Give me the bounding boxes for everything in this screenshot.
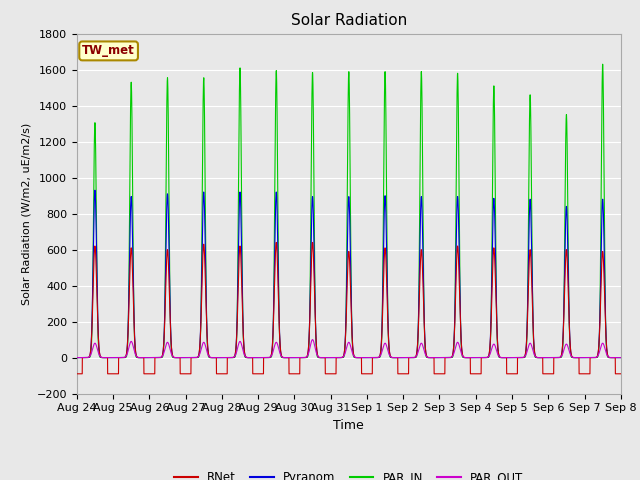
Legend: RNet, Pyranom, PAR_IN, PAR_OUT: RNet, Pyranom, PAR_IN, PAR_OUT [169, 466, 529, 480]
X-axis label: Time: Time [333, 419, 364, 432]
Title: Solar Radiation: Solar Radiation [291, 13, 407, 28]
Y-axis label: Solar Radiation (W/m2, uE/m2/s): Solar Radiation (W/m2, uE/m2/s) [21, 122, 31, 305]
Text: TW_met: TW_met [82, 44, 135, 58]
